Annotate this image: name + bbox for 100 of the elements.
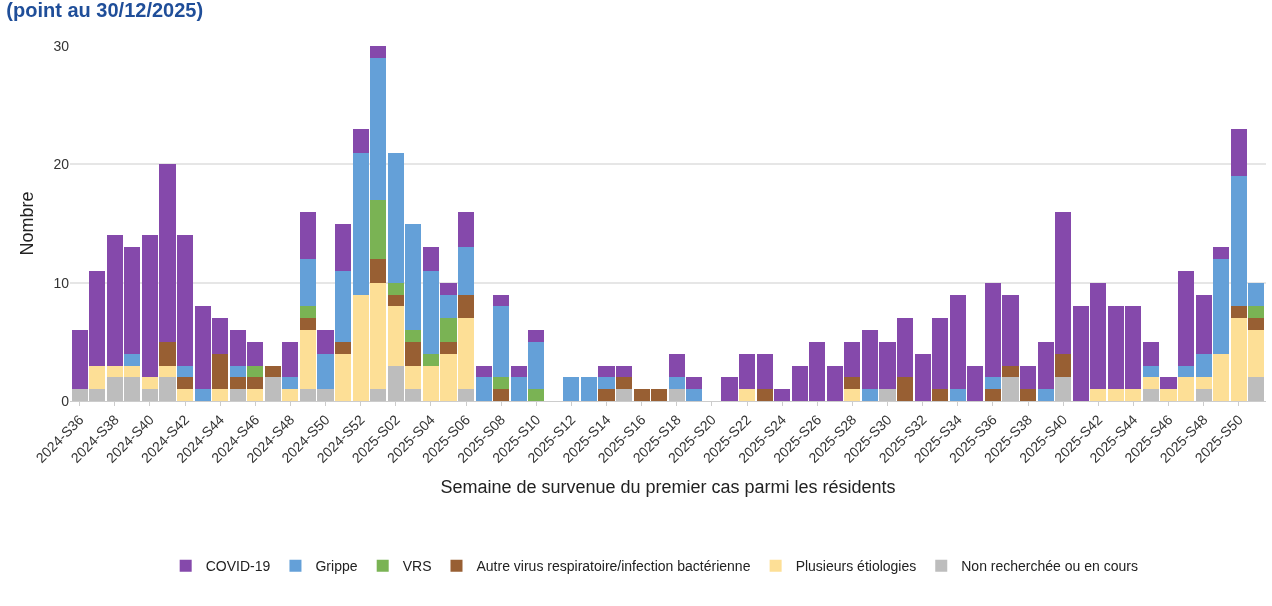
bar [1160, 377, 1177, 390]
bar [440, 318, 457, 342]
bar [457, 389, 475, 401]
bar [616, 389, 633, 401]
bar [335, 341, 352, 354]
bar [247, 365, 264, 378]
bar [335, 353, 352, 401]
bar [668, 377, 685, 390]
bar [299, 306, 317, 319]
bar [247, 389, 264, 401]
bar [335, 270, 352, 342]
bar [387, 306, 404, 366]
legend-label: Plusieurs étiologies [795, 558, 917, 575]
bar [1142, 341, 1160, 366]
bar [422, 353, 439, 366]
bar [1055, 377, 1072, 401]
bar [563, 377, 580, 401]
bar [1002, 365, 1019, 378]
bar [1055, 353, 1072, 378]
bar [1002, 377, 1019, 401]
bar [756, 389, 773, 401]
bar [387, 282, 404, 295]
bar [475, 377, 492, 401]
chart-title: (point au 30/12/2025) [6, 0, 204, 22]
y-tick-label: 20 [53, 156, 70, 173]
legend-label: Autre virus respiratoire/infection bactérienne [476, 558, 751, 575]
bar [370, 259, 387, 283]
bar [212, 389, 229, 401]
bar [1248, 377, 1265, 401]
bar [405, 365, 422, 390]
bar [440, 341, 457, 354]
bar [1090, 389, 1107, 401]
bar [475, 365, 492, 378]
bar [352, 128, 369, 153]
bar [844, 389, 861, 401]
bar [1230, 128, 1247, 177]
y-tick-label: 10 [53, 274, 70, 291]
bar [668, 389, 685, 401]
bar [124, 353, 141, 366]
bar [528, 330, 545, 342]
bar [1142, 389, 1160, 401]
bar [528, 389, 545, 401]
bar [264, 365, 281, 378]
bar [422, 247, 439, 271]
legend-label: Non recherchée ou en cours [961, 558, 1138, 575]
bar [1019, 365, 1037, 390]
bar [229, 389, 246, 401]
bar [598, 389, 615, 401]
bar [370, 389, 387, 401]
bar [1178, 365, 1195, 378]
bar [897, 377, 914, 401]
bar [299, 259, 317, 307]
bar [370, 199, 387, 259]
bar [440, 282, 457, 295]
bar [686, 377, 703, 390]
bar [282, 389, 299, 401]
bar [194, 389, 211, 401]
y-tick-label: 0 [61, 392, 70, 409]
bar [879, 389, 896, 401]
bar [1248, 306, 1265, 319]
bar [317, 330, 334, 354]
legend-label: COVID-19 [205, 558, 271, 575]
bar [1142, 365, 1160, 378]
bar [1195, 353, 1212, 378]
bar [264, 377, 281, 401]
bar [616, 377, 633, 390]
bar [1178, 270, 1195, 366]
bar [1019, 389, 1037, 401]
bar [949, 389, 966, 401]
bar [317, 353, 334, 390]
bar [299, 330, 317, 390]
bar [493, 306, 510, 378]
y-axis-title: Nombre [16, 191, 37, 256]
bar [668, 353, 685, 378]
bar [984, 389, 1001, 401]
bar [1195, 294, 1212, 354]
bar [1230, 306, 1247, 319]
bar [159, 365, 176, 378]
bar [738, 389, 756, 401]
bar [370, 46, 387, 58]
legend-label: VRS [402, 558, 432, 575]
bar [1248, 318, 1265, 330]
bar [229, 365, 246, 378]
bar [1195, 389, 1212, 401]
bar [774, 389, 791, 401]
bar [493, 294, 510, 307]
bar [1213, 247, 1230, 259]
bar [176, 377, 194, 390]
bar [984, 377, 1001, 390]
bar [1142, 377, 1160, 390]
bar [299, 211, 317, 259]
bar [335, 223, 352, 271]
bar [493, 389, 510, 401]
bar [1037, 389, 1054, 401]
bar [159, 341, 176, 366]
bar [89, 365, 106, 390]
bar [299, 318, 317, 330]
x-axis-title: Semaine de survenue du premier cas parmi les résidents [440, 476, 896, 497]
bar [686, 389, 703, 401]
bar [405, 330, 422, 342]
